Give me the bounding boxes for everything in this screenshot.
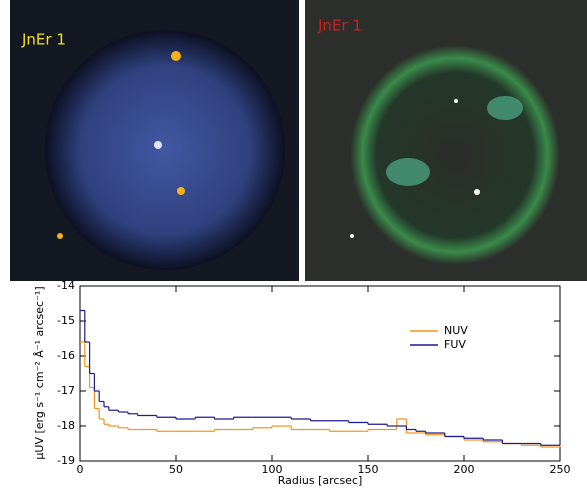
- legend-label: NUV: [444, 324, 468, 337]
- y-tick-label: -16: [57, 349, 75, 362]
- image-label: JnEr 1: [317, 17, 362, 35]
- x-tick-label: 100: [262, 463, 283, 476]
- x-tick-label: 0: [77, 463, 84, 476]
- x-tick-label: 150: [358, 463, 379, 476]
- y-axis-label: μUV [erg s⁻¹ cm⁻² Å⁻¹ arcsec⁻¹]: [33, 286, 46, 459]
- y-tick-label: -17: [57, 384, 75, 397]
- left-image: JnEr 1: [10, 0, 299, 281]
- right-image: JnEr 1: [305, 0, 587, 281]
- y-tick-label: -15: [57, 314, 75, 327]
- legend-label: FUV: [444, 338, 466, 351]
- image-label: JnEr 1: [21, 31, 66, 49]
- figure: JnEr 1 JnEr 1 Radius [arcsec] μUV [erg s…: [0, 0, 587, 490]
- y-tick-label: -18: [57, 419, 75, 432]
- plot-frame: [80, 286, 560, 461]
- y-tick-label: -14: [57, 279, 75, 292]
- x-tick-label: 50: [169, 463, 183, 476]
- x-axis-label: Radius [arcsec]: [278, 474, 363, 487]
- x-tick-label: 250: [550, 463, 571, 476]
- y-tick-label: -19: [57, 454, 75, 467]
- x-tick-label: 200: [454, 463, 475, 476]
